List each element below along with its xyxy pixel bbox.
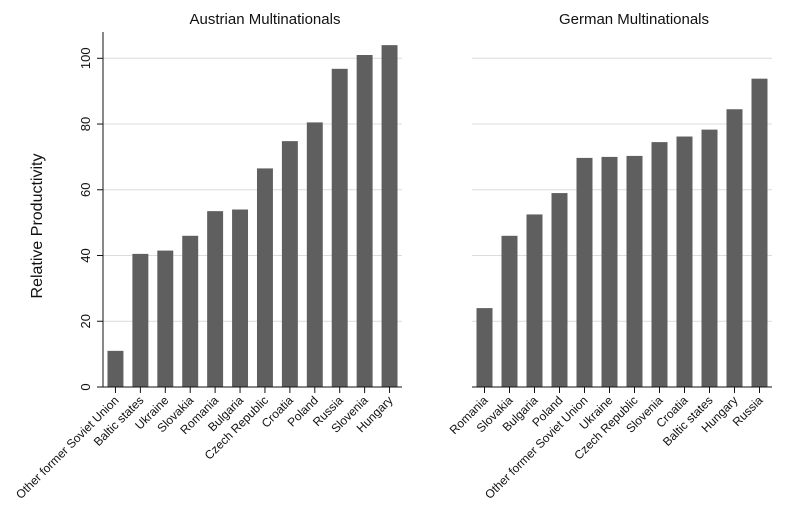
german-bar <box>726 109 743 388</box>
austrian-bar <box>356 55 373 388</box>
austrian-bar <box>306 122 323 387</box>
german-panel: German Multinationals RomaniaSlovakiaBul… <box>447 11 772 502</box>
y-axis-label: Relative Productivity <box>29 154 46 299</box>
german-panel-title: German Multinationals <box>559 11 709 28</box>
german-bar <box>476 308 493 387</box>
austrian-bar <box>207 211 224 387</box>
y-tick-label: 20 <box>78 314 93 328</box>
austrian-panel: Austrian Multinationals Relative Product… <box>13 11 402 502</box>
austrian-bar <box>232 209 249 387</box>
german-bar <box>576 157 593 387</box>
german-bar <box>501 235 518 387</box>
austrian-bar <box>132 253 149 387</box>
austrian-panel-title: Austrian Multinationals <box>190 11 341 28</box>
austrian-bar <box>256 168 273 387</box>
y-tick-label: 60 <box>78 183 93 197</box>
german-bar <box>751 78 768 387</box>
german-bar <box>601 156 618 387</box>
german-bar <box>676 136 693 387</box>
german-bar <box>626 155 643 387</box>
german-bar <box>651 142 668 387</box>
austrian-bar <box>281 141 298 387</box>
y-tick-label: 80 <box>78 117 93 131</box>
austrian-bar <box>182 235 199 387</box>
austrian-bar <box>107 350 124 387</box>
austrian-bar <box>157 250 174 387</box>
austrian-bar <box>381 45 398 388</box>
german-bar <box>526 214 543 387</box>
y-tick-label: 100 <box>78 47 93 69</box>
german-bar <box>551 193 568 387</box>
austrian-bar <box>331 68 348 387</box>
german-bar <box>701 129 718 387</box>
y-tick-label: 0 <box>78 383 93 390</box>
y-tick-label: 40 <box>78 248 93 262</box>
austrian-category-label: Other former Soviet Union <box>13 393 121 501</box>
